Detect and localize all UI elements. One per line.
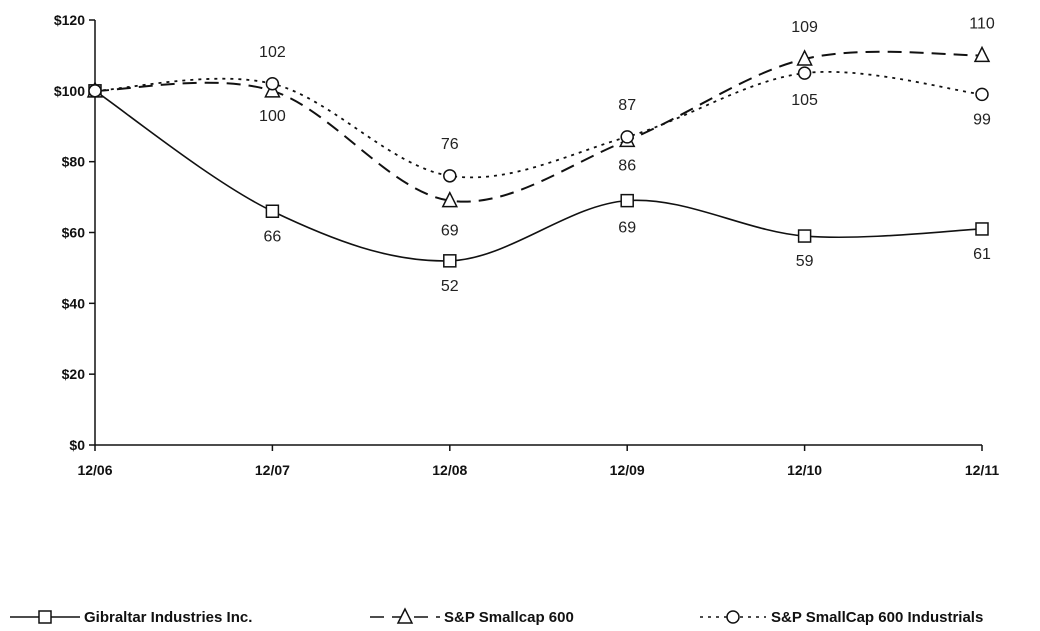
y-tick-label: $0 <box>69 437 85 453</box>
data-point-circle <box>443 169 457 183</box>
x-tick-label: 12/06 <box>77 462 112 478</box>
y-tick-label: $120 <box>54 12 85 28</box>
data-point-triangle <box>973 45 991 63</box>
series-line-square <box>94 90 983 262</box>
data-point-circle <box>620 130 634 144</box>
x-tick-label: 12/09 <box>610 462 645 478</box>
y-tick-label: $40 <box>62 295 86 311</box>
legend-marker-square <box>38 610 52 624</box>
y-tick-label: $60 <box>62 225 86 241</box>
data-point-circle <box>797 66 812 80</box>
series-lines <box>94 50 983 262</box>
x-tick-label: 12/07 <box>255 462 290 478</box>
data-label: 86 <box>618 157 636 174</box>
data-label: 61 <box>973 246 991 263</box>
data-label: 59 <box>796 253 814 270</box>
data-point-circle <box>265 77 280 91</box>
legend-label: Gibraltar Industries Inc. <box>84 609 252 626</box>
y-tick-label: $20 <box>62 366 86 382</box>
data-label: 69 <box>441 223 459 240</box>
data-label: 99 <box>973 111 991 128</box>
data-label: 102 <box>259 44 286 61</box>
series-line-circle <box>94 70 983 179</box>
data-labels: 66 52 69 59 61 100 69 86 109 110 102 76 87 105 99 <box>259 15 995 294</box>
data-label: 109 <box>791 19 818 36</box>
series-line-triangle <box>94 50 983 203</box>
x-tick-label: 12/10 <box>787 462 822 478</box>
legend-marker-triangle <box>396 607 414 624</box>
x-ticks: 12/06 12/07 12/08 12/09 12/10 12/11 <box>77 445 999 478</box>
y-tick-label: $100 <box>54 83 85 99</box>
legend: Gibraltar Industries Inc. S&P Smallcap 60… <box>10 607 983 626</box>
data-point-circle <box>88 84 102 98</box>
x-tick-label: 12/08 <box>432 462 467 478</box>
data-point-circle <box>975 87 989 102</box>
legend-label: S&P Smallcap 600 <box>444 609 574 626</box>
data-label: 87 <box>618 97 636 114</box>
data-label: 105 <box>791 92 818 109</box>
data-label: 76 <box>441 136 459 153</box>
markers <box>86 45 991 268</box>
data-label: 100 <box>259 108 286 125</box>
y-tick-label: $80 <box>62 154 86 170</box>
y-ticks: $0 $20 $40 $60 $80 $100 $120 <box>54 12 95 453</box>
data-point-square <box>443 254 457 268</box>
x-tick-label: 12/11 <box>965 462 999 478</box>
data-label: 110 <box>969 15 995 32</box>
legend-marker-circle <box>726 610 740 624</box>
data-point-square <box>620 193 634 208</box>
data-point-square <box>265 204 280 218</box>
legend-label: S&P SmallCap 600 Industrials <box>771 609 983 626</box>
data-label: 66 <box>264 228 282 245</box>
data-point-triangle <box>796 49 813 66</box>
data-label: 52 <box>441 278 459 295</box>
data-label: 69 <box>618 220 636 237</box>
data-point-square <box>797 229 812 243</box>
data-point-square <box>975 222 989 236</box>
data-point-triangle <box>441 190 459 208</box>
